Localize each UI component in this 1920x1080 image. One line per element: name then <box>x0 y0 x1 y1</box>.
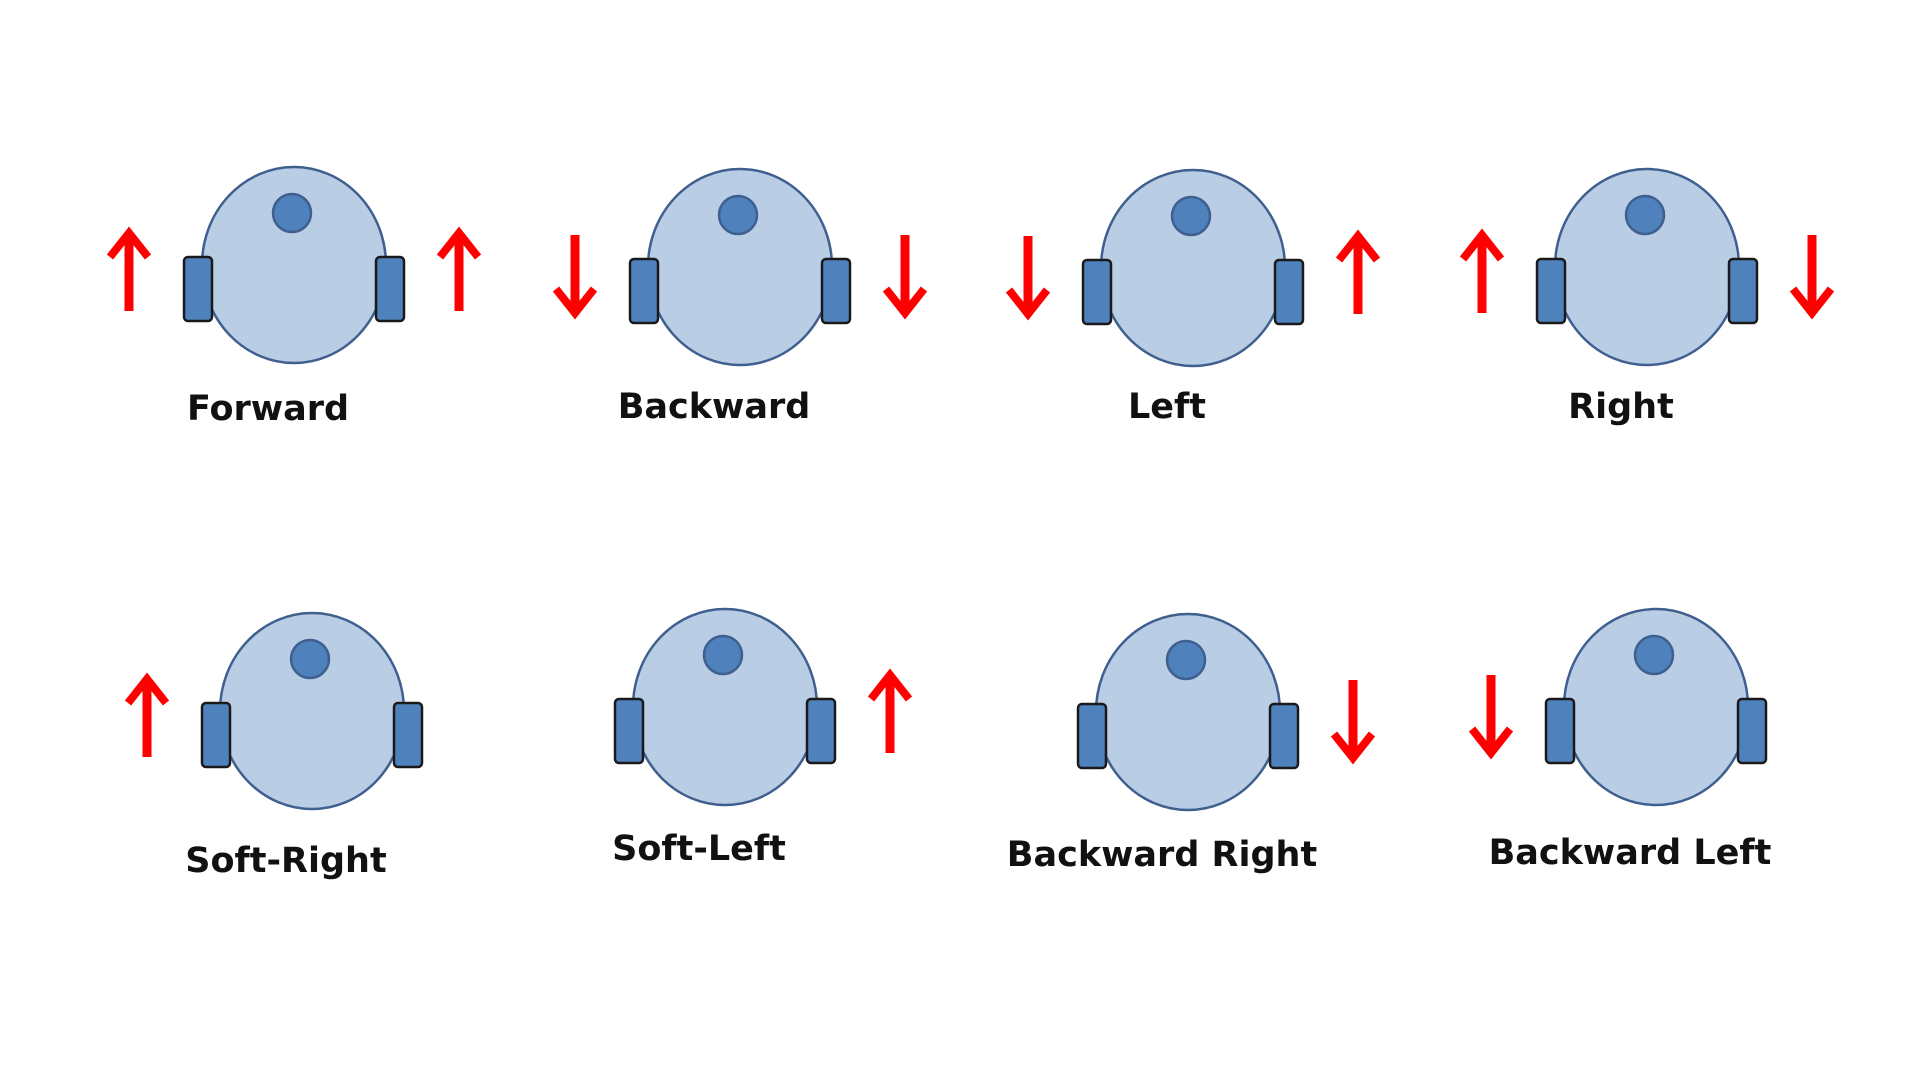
robots-layer: Forward Backward Left Right Soft-Right Soft-L… <box>106 165 1835 881</box>
robot-sensor-dot <box>1633 634 1675 676</box>
right-wheel-arrow-icon <box>1789 235 1835 320</box>
right-wheel <box>1273 258 1305 326</box>
robot-panel: Left <box>1005 168 1381 427</box>
left-wheel-arrow-icon <box>1468 675 1514 760</box>
left-wheel-arrow-icon <box>552 235 598 320</box>
left-wheel <box>1535 257 1567 325</box>
right-wheel <box>374 255 406 323</box>
robot-sensor-dot <box>717 194 759 236</box>
left-wheel <box>200 701 232 769</box>
right-wheel-arrow-icon <box>436 226 482 311</box>
right-wheel <box>1268 702 1300 770</box>
left-wheel-arrow-icon <box>106 226 152 311</box>
robot-sensor-dot <box>1170 195 1212 237</box>
robot-panel: Backward Right <box>1007 612 1376 875</box>
robot-sensor-dot <box>289 638 331 680</box>
right-wheel-arrow-icon <box>1330 680 1376 765</box>
right-wheel <box>820 257 852 325</box>
left-wheel-arrow-icon <box>1005 236 1051 321</box>
robot-panel: Soft-Right <box>124 611 424 881</box>
motion-label: Backward <box>618 387 811 427</box>
left-wheel <box>613 697 645 765</box>
motion-label: Forward <box>187 389 349 429</box>
robot-panel: Soft-Left <box>612 607 913 869</box>
motion-label: Backward Right <box>1007 835 1317 875</box>
robot-sensor-dot <box>1165 639 1207 681</box>
right-wheel <box>805 697 837 765</box>
left-wheel <box>1544 697 1576 765</box>
robot-sensor-dot <box>271 192 313 234</box>
right-wheel-arrow-icon <box>867 668 913 753</box>
robot-panel: Right <box>1459 167 1835 427</box>
motion-label: Soft-Left <box>612 829 786 869</box>
right-wheel-arrow-icon <box>1335 229 1381 314</box>
right-wheel <box>1727 257 1759 325</box>
right-wheel-arrow-icon <box>882 235 928 320</box>
robot-sensor-dot <box>702 634 744 676</box>
left-wheel <box>628 257 660 325</box>
left-wheel <box>1081 258 1113 326</box>
robot-panel: Forward <box>106 165 482 429</box>
left-wheel-arrow-icon <box>124 672 170 757</box>
motion-label: Right <box>1568 387 1674 427</box>
right-wheel <box>1736 697 1768 765</box>
left-wheel-arrow-icon <box>1459 228 1505 313</box>
left-wheel <box>1076 702 1108 770</box>
right-wheel <box>392 701 424 769</box>
robot-panel: Backward Left <box>1468 607 1772 873</box>
robot-panel: Backward <box>552 167 928 427</box>
motion-label: Soft-Right <box>185 841 386 881</box>
robot-sensor-dot <box>1624 194 1666 236</box>
motion-label: Backward Left <box>1489 833 1772 873</box>
motion-label: Left <box>1128 387 1206 427</box>
left-wheel <box>182 255 214 323</box>
